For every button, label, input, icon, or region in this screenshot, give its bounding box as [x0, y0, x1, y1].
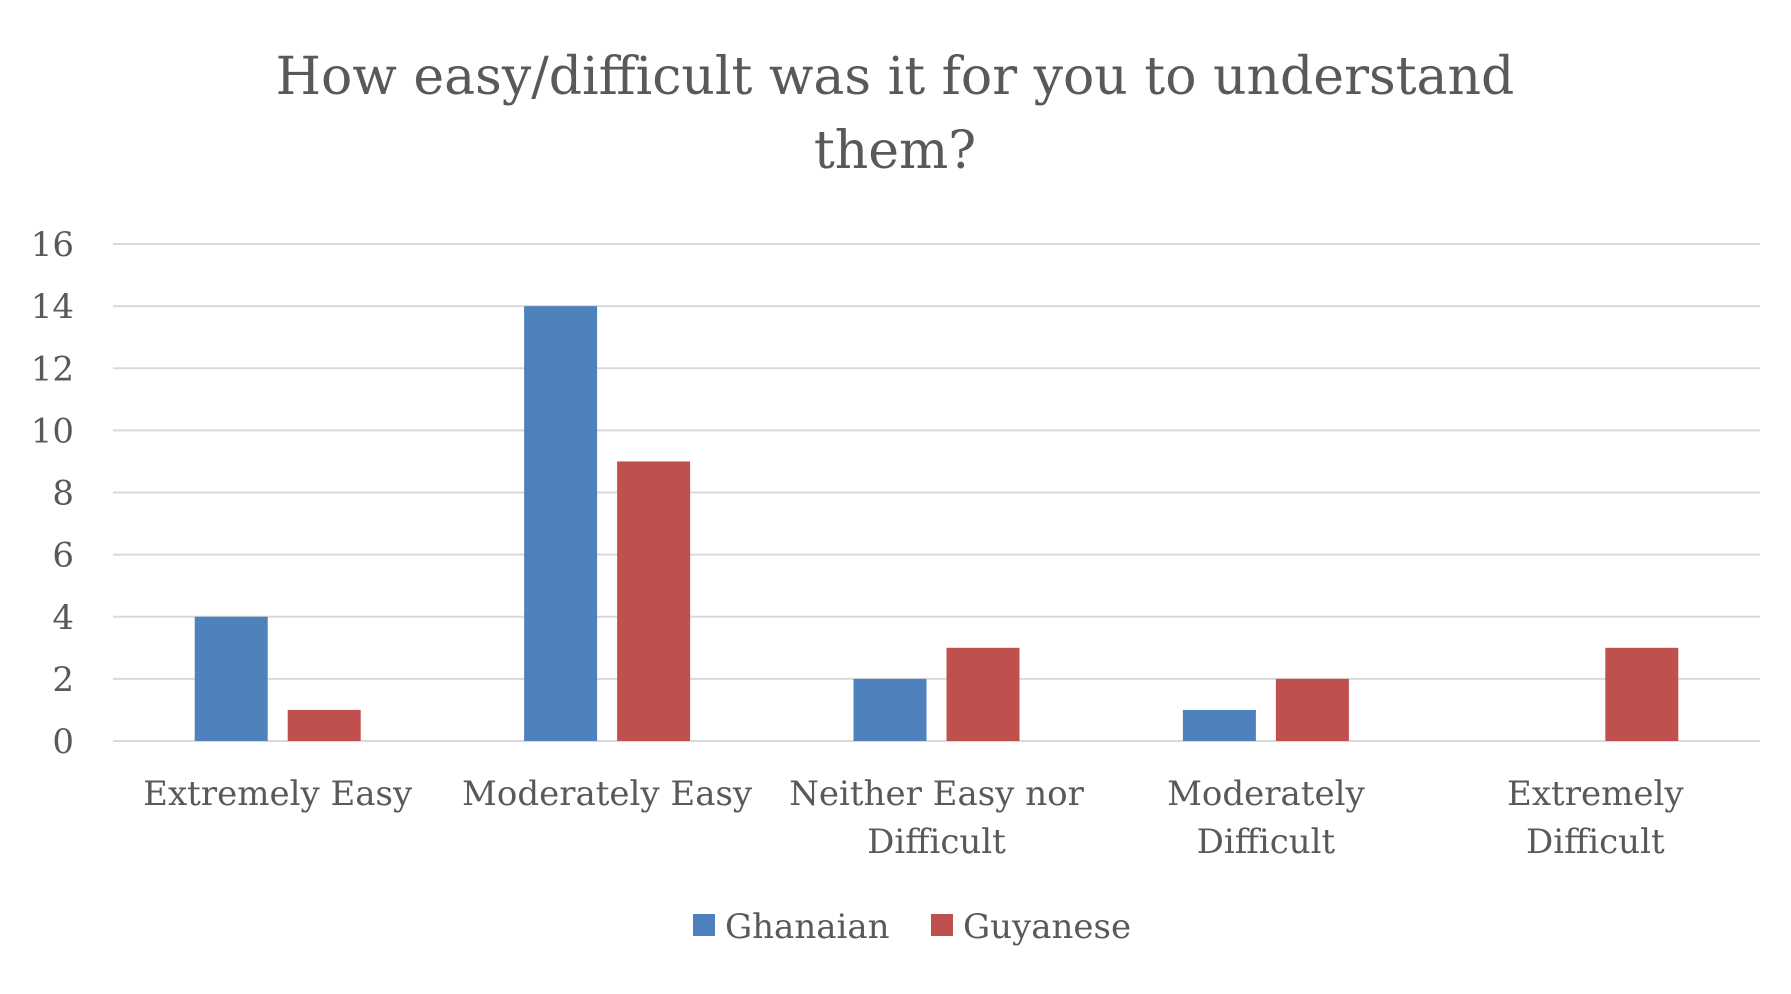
bar-ghanaian-1 [524, 306, 598, 741]
y-tick-label: 8 [52, 474, 74, 514]
x-category-label-line: Moderately [1167, 774, 1365, 814]
bar-ghanaian-2 [853, 678, 927, 741]
bar-ghanaian-0 [194, 616, 268, 741]
y-tick-label: 4 [52, 598, 74, 638]
bar-guyanese-2 [946, 647, 1020, 741]
legend-label-ghanaian: Ghanaian [725, 907, 890, 947]
bar-ghanaian-3 [1182, 709, 1256, 741]
x-category-label-line: Neither Easy nor [789, 774, 1084, 814]
y-tick-label: 2 [52, 660, 74, 700]
legend-label-guyanese: Guyanese [963, 907, 1131, 947]
x-category-label-line: Difficult [1526, 822, 1665, 862]
x-category-label: Moderately Difficult [1167, 774, 1365, 862]
x-axis-category-labels: Extremely Easy Moderately Easy Neither Eas… [143, 774, 1684, 862]
y-tick-label: 10 [31, 411, 74, 451]
bar-guyanese-1 [617, 461, 691, 741]
bar-guyanese-4 [1605, 647, 1679, 741]
x-category-label: Extremely Difficult [1507, 774, 1684, 862]
bar-guyanese-0 [287, 709, 361, 741]
legend: Ghanaian Guyanese [693, 907, 1131, 947]
y-tick-label: 12 [31, 349, 74, 389]
y-tick-label: 14 [31, 287, 74, 327]
x-category-label-line: Difficult [867, 822, 1006, 862]
chart-title-group: How easy/difficult was it for you to und… [276, 47, 1515, 181]
chart-title: How easy/difficult was it for you to und… [276, 47, 1515, 181]
y-tick-label: 16 [31, 225, 74, 265]
bar-guyanese-3 [1275, 678, 1349, 741]
x-category-label: Moderately Easy [462, 774, 753, 814]
legend-swatch-guyanese [931, 914, 953, 936]
legend-swatch-ghanaian [693, 914, 715, 936]
y-tick-label: 6 [52, 536, 74, 576]
chart-title-line-1: How easy/difficult was it for you to und… [276, 47, 1515, 107]
bars [194, 306, 1679, 741]
gridlines [113, 243, 1760, 742]
y-axis-tick-labels: 0 2 4 6 8 10 12 14 16 [31, 225, 74, 762]
x-category-label: Neither Easy nor Difficult [789, 774, 1084, 862]
x-category-label-line: Difficult [1197, 822, 1336, 862]
x-category-label: Extremely Easy [143, 774, 413, 814]
y-tick-label: 0 [52, 722, 74, 762]
chart-title-line-2: them? [814, 121, 976, 181]
x-category-label-line: Extremely [1507, 774, 1684, 814]
